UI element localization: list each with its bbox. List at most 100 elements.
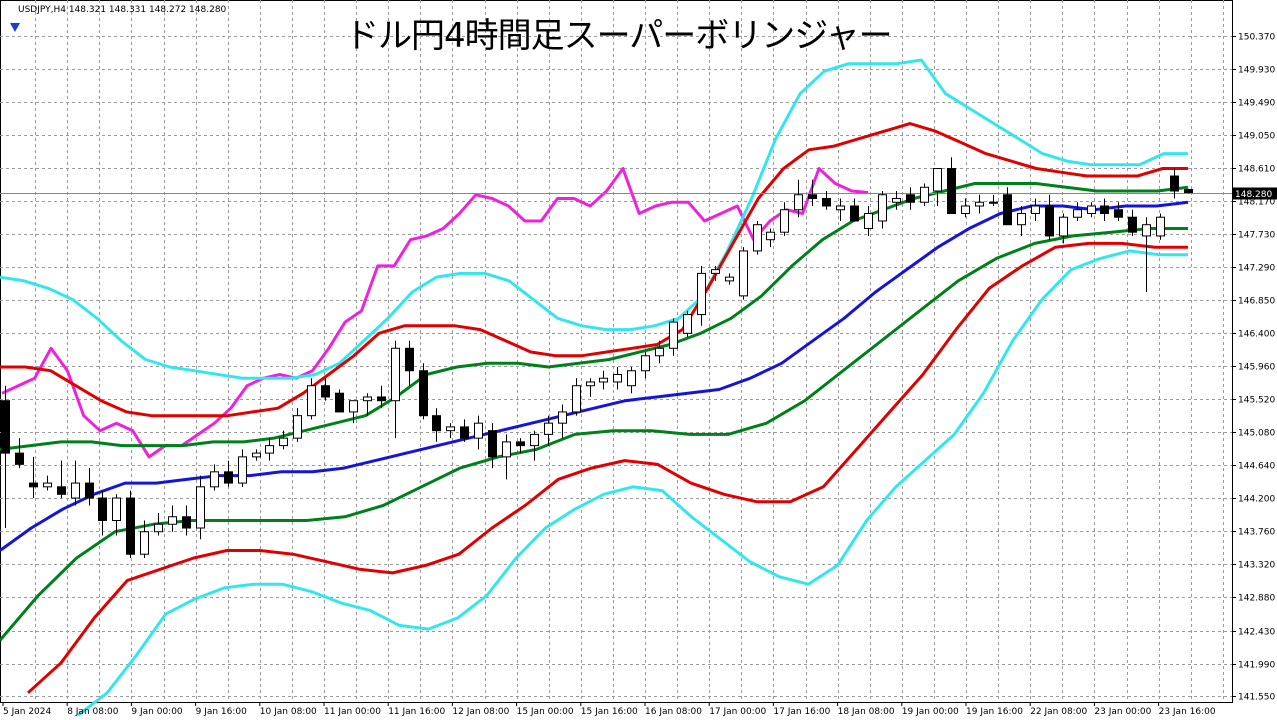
- candle: [335, 389, 344, 413]
- candle: [363, 393, 372, 416]
- candle: [1170, 168, 1179, 199]
- bull-candle-body: [655, 347, 664, 357]
- candle: [126, 490, 135, 558]
- x-tick-label: 22 Jan 08:00: [1030, 707, 1087, 717]
- candle: [878, 191, 887, 229]
- candle: [1, 385, 10, 529]
- candle: [794, 179, 803, 218]
- bull-candle-body: [558, 411, 567, 424]
- candle: [989, 194, 998, 206]
- y-tick-label: 145.960: [1238, 363, 1275, 373]
- candle: [641, 352, 650, 379]
- candles-layer: [1, 157, 1193, 558]
- candle: [307, 378, 316, 420]
- line-sigma3: [0, 58, 1188, 380]
- x-tick-label: 9 Jan 00:00: [131, 707, 183, 717]
- candle: [488, 423, 497, 469]
- price-label-text: 148.280: [1235, 190, 1272, 200]
- candle: [252, 449, 261, 461]
- y-tick-label: 144.200: [1238, 495, 1275, 505]
- candle: [613, 366, 622, 390]
- candle: [1059, 213, 1068, 244]
- candle: [85, 468, 94, 506]
- price-label-box: [1232, 187, 1277, 200]
- bear-candle-body: [488, 430, 497, 458]
- candle: [1114, 202, 1123, 221]
- bull-candle-body: [878, 194, 887, 222]
- x-tick-label: 15 Jan 16:00: [581, 707, 638, 717]
- bull-candle-body: [544, 422, 553, 435]
- candle: [586, 378, 595, 397]
- bull-candle-body: [683, 314, 692, 334]
- candle: [697, 265, 706, 326]
- candle: [933, 168, 942, 206]
- bull-candle-body: [530, 433, 539, 447]
- x-tick-label: 23 Jan 16:00: [1159, 707, 1216, 717]
- bull-candle-body: [780, 209, 789, 233]
- candle: [1087, 202, 1096, 218]
- candle: [224, 460, 233, 487]
- sell-arrow-icon: [10, 23, 20, 32]
- bear-candle-body: [321, 385, 330, 398]
- candle: [154, 513, 163, 536]
- candle: [238, 449, 247, 487]
- x-tick-label: 10 Jan 08:00: [260, 707, 317, 717]
- candle: [753, 220, 762, 255]
- candle: [1128, 209, 1137, 236]
- bull-candle-body: [71, 482, 80, 499]
- candle: [321, 378, 330, 401]
- candle: [140, 520, 149, 558]
- x-tick-label: 17 Jan 00:00: [709, 707, 766, 717]
- candle: [892, 191, 901, 210]
- bull-candle-body: [864, 212, 873, 229]
- bull-candle-body: [1142, 224, 1151, 237]
- bear-candle-body: [29, 482, 38, 488]
- bear-candle-body: [906, 194, 915, 203]
- bull-candle-body: [711, 269, 720, 274]
- bull-candle-body: [613, 373, 622, 383]
- y-tick-label: 141.990: [1238, 661, 1275, 671]
- candle: [182, 505, 191, 536]
- candle: [265, 438, 274, 461]
- line-sigma1: [0, 182, 1189, 451]
- bull-candle-body: [293, 415, 302, 439]
- axes-layer: 150.370 149.930 149.490 149.050 148.610 148.1…: [2, 33, 1277, 717]
- x-tick-label: 19 Jan 00:00: [902, 707, 959, 717]
- bull-candle-body: [989, 201, 998, 204]
- bull-candle-body: [210, 471, 219, 488]
- candle: [196, 475, 205, 540]
- candle: [572, 378, 581, 416]
- bear-candle-body: [850, 205, 859, 222]
- candle: [530, 430, 539, 461]
- candle: [446, 423, 455, 439]
- candle: [822, 191, 831, 210]
- candle: [655, 340, 664, 364]
- candle: [419, 363, 428, 420]
- bear-candle-body: [1170, 175, 1179, 192]
- bull-candle-body: [1156, 216, 1165, 237]
- candle: [947, 157, 956, 214]
- x-tick-label: 19 Jan 16:00: [966, 707, 1023, 717]
- bull-candle-body: [920, 186, 929, 203]
- bear-candle-body: [1003, 194, 1012, 226]
- bear-candle-body: [808, 194, 817, 200]
- bull-candle-body: [252, 452, 261, 458]
- bull-candle-body: [140, 531, 149, 555]
- y-tick-label: 149.490: [1238, 99, 1275, 109]
- candle: [739, 247, 748, 300]
- bull-candle-body: [669, 321, 678, 349]
- bear-candle-body: [335, 392, 344, 413]
- bull-candle-body: [627, 370, 636, 387]
- x-tick-label: 11 Jan 16:00: [388, 707, 445, 717]
- bull-candle-body: [112, 497, 121, 522]
- bull-candle-body: [697, 272, 706, 316]
- candle: [544, 415, 553, 446]
- bear-candle-body: [516, 441, 525, 447]
- bear-candle-body: [1100, 205, 1109, 214]
- candle: [15, 438, 24, 469]
- x-tick-label: 15 Jan 00:00: [517, 707, 574, 717]
- y-tick-label: 142.430: [1238, 628, 1275, 638]
- candle: [168, 505, 177, 532]
- y-tick-label: 147.290: [1238, 264, 1275, 274]
